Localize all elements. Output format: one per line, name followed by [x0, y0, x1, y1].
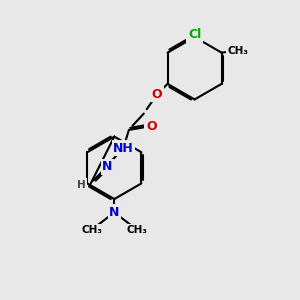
Text: O: O	[146, 121, 157, 134]
Text: N: N	[102, 160, 112, 173]
Text: Cl: Cl	[188, 28, 201, 41]
Text: CH₃: CH₃	[126, 225, 147, 235]
Text: CH₃: CH₃	[82, 225, 103, 235]
Text: O: O	[152, 88, 163, 101]
Text: H: H	[77, 180, 85, 190]
Text: CH₃: CH₃	[227, 46, 248, 56]
Text: N: N	[109, 206, 119, 219]
Text: NH: NH	[113, 142, 134, 155]
